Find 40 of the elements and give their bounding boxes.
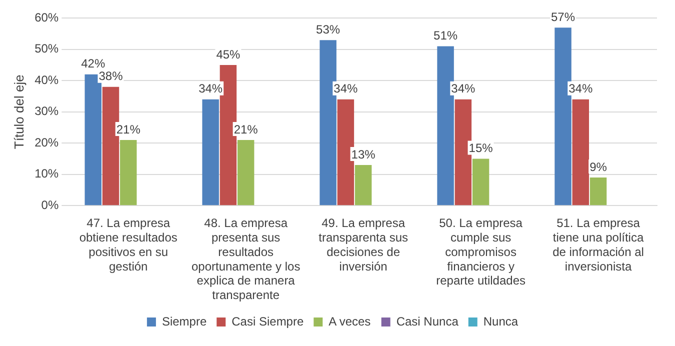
bar (237, 140, 254, 206)
x-tick-label: 51. La empresa tiene una política de información al inversionista (552, 216, 644, 274)
x-tick-label: 50. La empresa cumple sus compromisos financieros y reparte utildades (436, 216, 526, 288)
data-label: 34% (451, 82, 476, 96)
y-tick-label: 30% (34, 104, 59, 118)
data-label: 15% (468, 141, 494, 156)
data-label: 38% (98, 69, 124, 84)
x-tick-label: 48. La empresa presenta sus resultados oportunamente y los explica de manera transparente (191, 216, 300, 302)
data-label: 42% (81, 56, 106, 71)
data-label: 45% (216, 47, 241, 62)
data-label: 21% (234, 122, 258, 136)
bar (120, 140, 137, 206)
y-tick-label: 50% (34, 42, 59, 56)
data-label: 34% (568, 82, 593, 96)
x-tick-label: 47. La empresa obtiene resultados positivos en su gestión (79, 216, 178, 274)
legend-label: Casi Siempre (232, 314, 304, 328)
data-label: 34% (334, 82, 358, 96)
legend-label: Casi Nunca (396, 314, 459, 328)
data-label: 9% (590, 160, 608, 174)
bar (354, 164, 372, 206)
bar (572, 99, 590, 206)
legend-label: A veces (328, 314, 371, 328)
data-label: 34% (198, 82, 223, 96)
y-tick-label: 40% (34, 72, 59, 87)
y-axis-title: Título del eje (11, 74, 26, 150)
y-tick-label: 0% (41, 198, 59, 212)
data-label: 51% (434, 28, 458, 43)
legend-label: Siempre (162, 314, 207, 328)
data-label: 57% (551, 10, 576, 24)
legend-label: Nunca (483, 314, 518, 328)
bar (590, 177, 607, 206)
data-label: 53% (316, 22, 340, 36)
data-label: 13% (351, 147, 376, 162)
data-label: 21% (116, 122, 141, 136)
y-tick-label: 60% (34, 10, 59, 25)
y-tick-label: 20% (34, 135, 59, 150)
bar (472, 158, 490, 206)
x-tick-label: 49. La empresa transparenta sus decisiones de inversión (318, 216, 408, 274)
y-tick-label: 10% (34, 166, 59, 181)
bar (202, 99, 219, 206)
